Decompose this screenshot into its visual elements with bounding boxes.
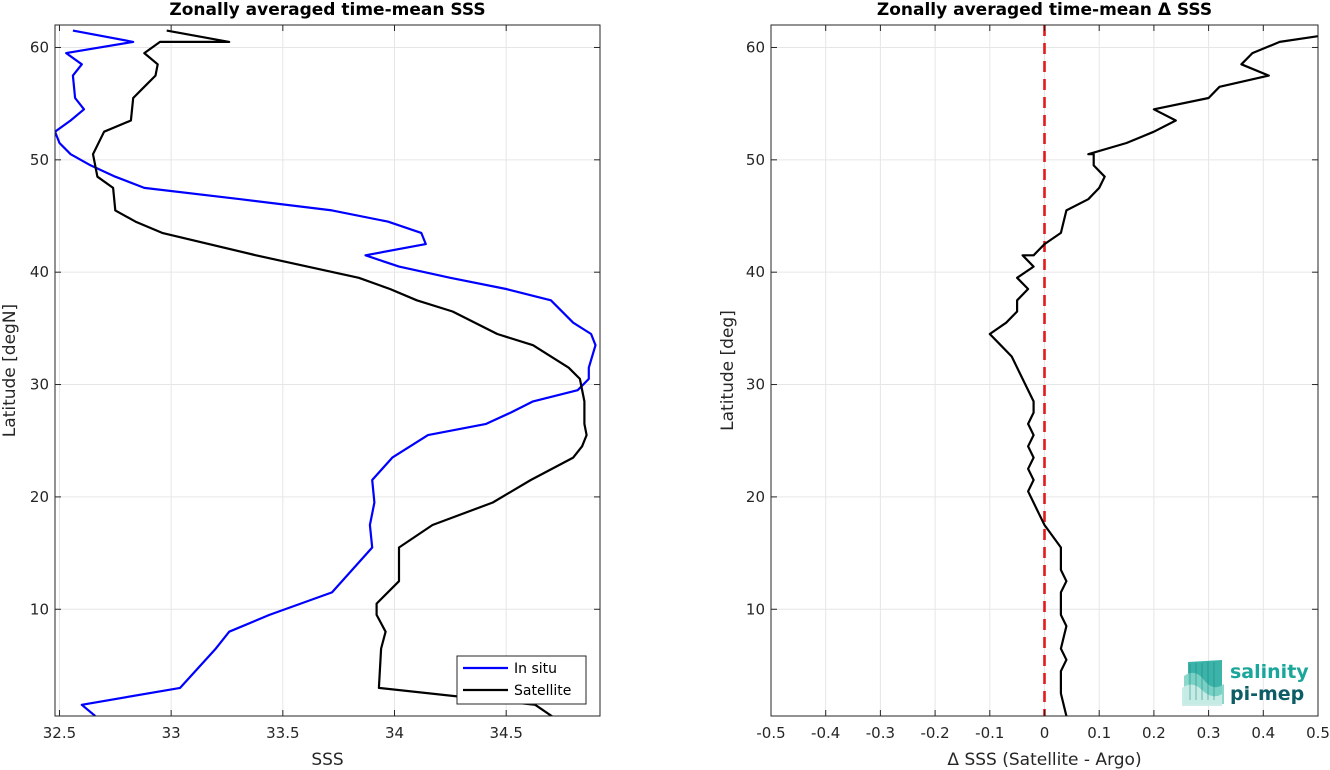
logo-text-pi-mep: pi-mep — [1230, 683, 1304, 705]
sss-y-tick-label: 60 — [30, 38, 49, 56]
sss-x-tick-label: 33 — [162, 724, 181, 742]
sss-y-tick-label: 30 — [30, 376, 49, 394]
wave-logo-icon — [1182, 660, 1224, 706]
delta-sss-y-tick-label: 20 — [746, 488, 765, 506]
delta-sss-series-lines — [988, 25, 1318, 716]
delta-sss-line-series-0 — [988, 35, 1318, 716]
sss-axes-box — [54, 24, 601, 717]
delta-sss-y-tick-label: 30 — [746, 376, 765, 394]
delta-sss-x-tick-label: -0.1 — [975, 724, 1004, 742]
sss-x-tick-label: 34 — [385, 724, 404, 742]
delta-sss-profile-panel: -0.5 -0.4 -0.3 -0.2 -0.1 0 0.1 0.2 0.3 0.4 0.5 10 2… — [718, 0, 1330, 770]
legend-label-satellite: Satellite — [514, 683, 571, 699]
salinity-pi-mep-logo: salinity pi-mep — [1182, 660, 1309, 706]
sss-y-tick-label: 10 — [30, 600, 49, 618]
delta-sss-x-tick-label: 0.2 — [1142, 724, 1166, 742]
sss-x-tick-label: 34.5 — [489, 724, 522, 742]
sss-y-axis-label: Latitude [degN] — [0, 304, 20, 437]
sss-series-lines — [55, 29, 597, 716]
delta-sss-x-tick-label: -0.2 — [920, 724, 949, 742]
delta-sss-x-axis-label: Δ SSS (Satellite - Argo) — [947, 750, 1141, 770]
delta-sss-x-tick-label: 0.4 — [1251, 724, 1275, 742]
delta-sss-x-tick-label: -0.5 — [756, 724, 785, 742]
legend-label-in-situ: In situ — [514, 661, 557, 677]
sss-y-tick-label: 20 — [30, 488, 49, 506]
sss-x-axis-label: SSS — [311, 750, 343, 770]
sss-y-tick-label: 50 — [30, 151, 49, 169]
sss-line-in-situ — [55, 29, 597, 716]
legend: In situ Satellite — [456, 655, 587, 705]
delta-sss-x-tick-label: -0.3 — [866, 724, 895, 742]
sss-chart-title: Zonally averaged time-mean SSS — [169, 0, 485, 20]
delta-sss-y-tick-label: 60 — [746, 38, 765, 56]
delta-sss-x-tick-label: -0.4 — [811, 724, 840, 742]
delta-sss-y-ticks: 10 20 30 40 50 60 — [746, 38, 1318, 618]
sss-plot-area — [55, 25, 600, 716]
delta-sss-x-tick-label: 0.1 — [1087, 724, 1111, 742]
sss-x-tick-label: 32.5 — [43, 724, 76, 742]
legend-box — [456, 655, 587, 705]
sss-x-tick-label: 33.5 — [266, 724, 299, 742]
sss-y-tick-label: 40 — [30, 263, 49, 281]
sss-line-satellite — [91, 29, 588, 716]
delta-sss-x-tick-label: 0 — [1040, 724, 1050, 742]
delta-sss-x-tick-label: 0.3 — [1197, 724, 1221, 742]
delta-sss-y-axis-label: Latitude [deg] — [718, 310, 738, 431]
sss-grid — [55, 25, 600, 716]
delta-sss-chart-title: Zonally averaged time-mean Δ SSS — [877, 0, 1212, 20]
sss-x-ticks: 32.5 33 33.5 34 34.5 — [43, 25, 523, 742]
delta-sss-y-tick-label: 40 — [746, 263, 765, 281]
delta-sss-y-tick-label: 10 — [746, 600, 765, 618]
sss-y-ticks: 10 20 30 40 50 60 — [30, 38, 600, 618]
delta-sss-x-tick-label: 0.5 — [1306, 724, 1330, 742]
sss-profile-panel: 32.5 33 33.5 34 34.5 10 20 30 40 50 60 Zonally av… — [0, 0, 601, 770]
delta-sss-x-ticks: -0.5 -0.4 -0.3 -0.2 -0.1 0 0.1 0.2 0.3 0.4 0.5 — [756, 25, 1330, 742]
delta-sss-y-tick-label: 50 — [746, 151, 765, 169]
logo-text-salinity: salinity — [1230, 661, 1309, 683]
